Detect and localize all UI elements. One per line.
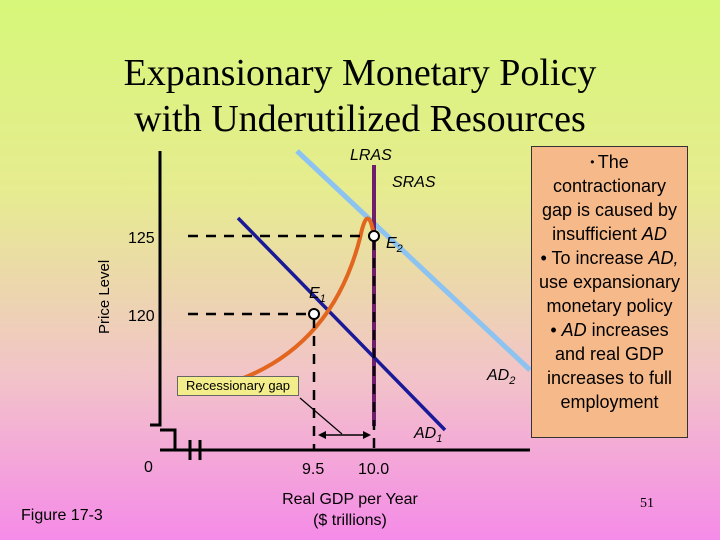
- x-axis-title-line2: ($ trillions): [313, 512, 387, 529]
- gap-arrow-left-head: [318, 431, 326, 439]
- sras-curve: [295, 149, 532, 372]
- x-axis-title: Real GDP per Year ($ trillions): [230, 489, 470, 531]
- explanation-callout: • The contractionary gap is caused by in…: [531, 146, 688, 438]
- callout-bullet-3: • AD increases and real GDP increases to…: [546, 320, 673, 412]
- ad2-label: AD2: [486, 367, 515, 387]
- e2-point: [368, 230, 380, 242]
- page-number: 51: [640, 496, 654, 511]
- callout-bullet-1: • The contractionary gap is caused by in…: [541, 152, 678, 244]
- ad2-curve: [219, 216, 376, 388]
- y-axis-title: Price Level: [96, 259, 113, 334]
- callout-bullet-2: • To increase AD, use expansionary monet…: [538, 248, 681, 316]
- e1-label: E1: [309, 285, 326, 305]
- sras-label: SRAS: [392, 174, 436, 191]
- slide-title-line1: Expansionary Monetary Policy: [123, 52, 597, 94]
- x-tick-100: 10.0: [358, 461, 389, 478]
- figure-label: Figure 17-3: [21, 507, 103, 524]
- y-tick-120: 120: [128, 308, 155, 325]
- y-axis-break-lower: [160, 428, 177, 450]
- x-tick-95: 9.5: [302, 461, 324, 478]
- recessionary-gap-label: Recessionary gap: [177, 376, 299, 396]
- x-axis-title-line1: Real GDP per Year: [282, 491, 418, 508]
- e2-label: E2: [386, 235, 403, 255]
- gap-pointer: [299, 397, 343, 435]
- ad1-curve: [236, 216, 447, 432]
- lras-label: LRAS: [350, 147, 392, 164]
- e1-point: [308, 308, 320, 320]
- y-axis-break: [150, 410, 162, 427]
- y-tick-125: 125: [128, 230, 155, 247]
- slide-title-line2: with Underutilized Resources: [134, 98, 586, 140]
- ad1-label: AD1: [413, 425, 442, 445]
- origin-label: 0: [144, 459, 153, 476]
- gap-arrow-right-head: [363, 431, 371, 439]
